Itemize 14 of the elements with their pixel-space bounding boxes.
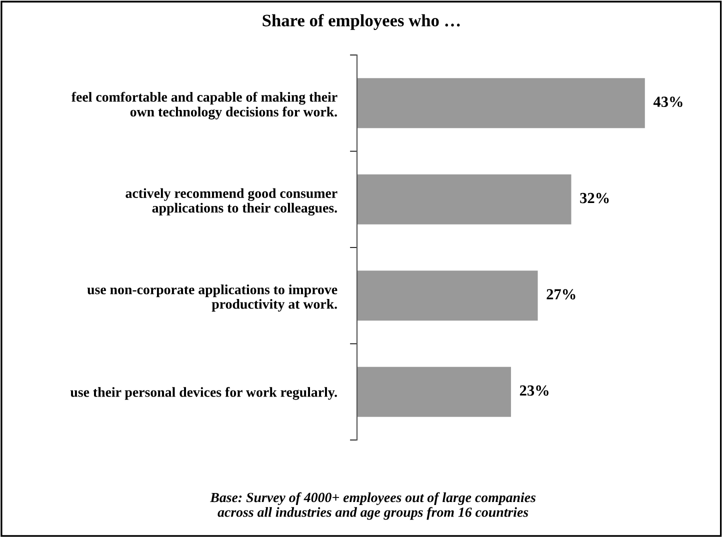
- data-label: 43%: [653, 96, 682, 107]
- data-label: 23%: [520, 385, 548, 396]
- bar: [357, 78, 645, 128]
- y-tick-label: use their personal devices for work regularly.: [70, 386, 337, 400]
- bar: [357, 270, 538, 321]
- bar: [357, 366, 511, 417]
- chart-title: Share of employees who …: [262, 14, 460, 30]
- text: Base: Survey of 4000+ employees out of large companies across all industries and age groups from 16 countries: [210, 492, 536, 520]
- bar: [357, 174, 572, 224]
- y-tick-label: feel comfortable and capable of making their own technology decisions for work.: [71, 92, 338, 120]
- y-tick-label: actively recommend good consumer applications to their colleagues.: [126, 188, 338, 216]
- data-label: 32%: [580, 192, 609, 204]
- y-tick-label: use non-corporate applications to improve productivity at work.: [87, 284, 338, 312]
- data-label: 27%: [546, 289, 576, 300]
